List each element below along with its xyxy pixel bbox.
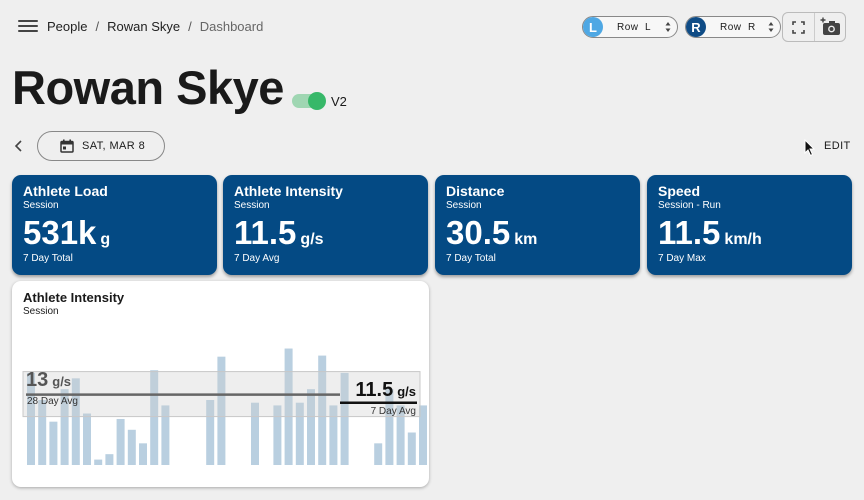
- chart-bar: [374, 443, 383, 465]
- chart-bar: [38, 400, 47, 465]
- chevron-left-icon[interactable]: [12, 138, 26, 154]
- avg-28-day-value-label: 13 g/s: [26, 369, 71, 392]
- intensity-bar-chart: [22, 348, 427, 465]
- breadcrumb-athlete[interactable]: Rowan Skye: [107, 19, 181, 34]
- chart-bar: [407, 432, 416, 465]
- chart-bar: [284, 348, 293, 465]
- row-right-selector[interactable]: R Row R: [685, 16, 781, 38]
- page-title: Rowan Skye: [12, 61, 284, 114]
- avg-28-day-caption: 28 Day Avg: [27, 395, 78, 407]
- metric-card-distance[interactable]: Distance Session 30.5 km 7 Day Total: [435, 175, 640, 275]
- row-right-badge: R: [686, 17, 706, 37]
- card-subtitle: Session: [234, 200, 270, 211]
- chart-subtitle: Session: [23, 306, 59, 317]
- row-right-label: Row R: [720, 21, 756, 33]
- avg-7-day-value: 11.5: [355, 378, 394, 401]
- calendar-icon: [60, 139, 74, 153]
- chart-bar: [27, 372, 35, 465]
- select-arrows-icon: [768, 22, 774, 32]
- chart-bar: [139, 443, 147, 465]
- card-value: 11.5 g/s: [234, 214, 324, 252]
- chart-bar: [419, 405, 427, 465]
- breadcrumb-current: Dashboard: [199, 19, 264, 34]
- card-subtitle: Session: [23, 200, 59, 211]
- avg-7-day-value-label: 11.5 g/s: [355, 379, 416, 402]
- metric-card-speed[interactable]: Speed Session - Run 11.5 km/h 7 Day Max: [647, 175, 852, 275]
- divider: [814, 13, 815, 41]
- select-arrows-icon: [665, 22, 671, 32]
- row-left-badge: L: [583, 17, 603, 37]
- card-title: Athlete Intensity: [234, 183, 343, 199]
- card-footer: 7 Day Total: [446, 253, 496, 264]
- card-title: Distance: [446, 183, 505, 199]
- card-value-number: 30.5: [446, 214, 511, 251]
- chart-bar: [60, 389, 69, 465]
- chart-bar: [49, 421, 58, 465]
- card-value-number: 531k: [23, 214, 97, 251]
- card-value-number: 11.5: [234, 214, 297, 251]
- card-title: Speed: [658, 183, 701, 199]
- row-left-selector[interactable]: L Row L: [582, 16, 678, 38]
- breadcrumb-separator: /: [95, 19, 100, 34]
- avg-7-day-unit: g/s: [397, 383, 416, 399]
- chart-bar: [385, 389, 394, 465]
- version-toggle[interactable]: [292, 92, 326, 110]
- card-value-unit: km: [514, 231, 538, 248]
- avg-7-day-caption: 7 Day Avg: [370, 405, 416, 417]
- mouse-cursor-icon: [804, 139, 815, 157]
- chart-bar: [161, 405, 170, 465]
- edit-button[interactable]: EDIT: [824, 140, 851, 152]
- chart-bar: [329, 405, 338, 465]
- add-camera-icon[interactable]: [820, 17, 842, 37]
- metric-card-athlete-intensity[interactable]: Athlete Intensity Session 11.5 g/s 7 Day …: [223, 175, 428, 275]
- chart-title: Athlete Intensity: [23, 290, 125, 305]
- card-footer: 7 Day Max: [658, 253, 706, 264]
- chart-bar: [105, 454, 114, 465]
- card-value-unit: g/s: [300, 231, 324, 248]
- menu-icon[interactable]: [18, 17, 38, 35]
- card-value-unit: km/h: [724, 231, 762, 248]
- chart-bar: [116, 418, 125, 465]
- chart-bar: [340, 372, 349, 465]
- metric-card-athlete-load[interactable]: Athlete Load Session 531k g 7 Day Total: [12, 175, 217, 275]
- date-label: SAT, MAR 8: [82, 140, 146, 152]
- avg-28-day-unit: g/s: [52, 373, 72, 389]
- card-value-unit: g: [100, 231, 111, 248]
- card-footer: 7 Day Total: [23, 253, 73, 264]
- chart-bar: [150, 370, 159, 465]
- chart-bar: [94, 459, 103, 465]
- card-footer: 7 Day Avg: [234, 253, 280, 264]
- breadcrumb-people[interactable]: People: [47, 19, 88, 34]
- fullscreen-icon[interactable]: [792, 21, 805, 34]
- chart-bar: [307, 389, 315, 465]
- card-subtitle: Session: [446, 200, 482, 211]
- row-left-label: Row L: [617, 21, 652, 33]
- chart-bar: [318, 355, 327, 465]
- card-value: 30.5 km: [446, 214, 537, 252]
- card-subtitle: Session - Run: [658, 200, 721, 211]
- breadcrumb-separator: /: [188, 19, 192, 34]
- chart-bar: [71, 378, 80, 465]
- breadcrumb: People / Rowan Skye / Dashboard: [47, 19, 263, 34]
- chart-bar: [295, 402, 304, 465]
- card-title: Athlete Load: [23, 183, 108, 199]
- chart-bar: [206, 400, 215, 465]
- view-controls: [782, 12, 846, 42]
- top-bar: People / Rowan Skye / Dashboard L Row L …: [0, 0, 864, 54]
- chart-bar: [273, 405, 282, 465]
- avg-28-day-value: 13: [26, 368, 49, 391]
- chart-bar: [396, 405, 405, 465]
- card-value: 11.5 km/h: [658, 214, 762, 252]
- card-value: 531k g: [23, 214, 110, 252]
- toggle-knob: [308, 92, 326, 110]
- chart-bar: [251, 402, 259, 465]
- chart-bar: [127, 429, 136, 465]
- chart-bar: [83, 413, 91, 465]
- version-label: V2: [331, 94, 347, 109]
- chart-bar: [217, 356, 226, 465]
- athlete-intensity-chart-card[interactable]: Athlete Intensity Session 13 g/s 28 Day Av…: [12, 281, 429, 487]
- date-picker-button[interactable]: SAT, MAR 8: [37, 131, 165, 161]
- card-value-number: 11.5: [658, 214, 721, 251]
